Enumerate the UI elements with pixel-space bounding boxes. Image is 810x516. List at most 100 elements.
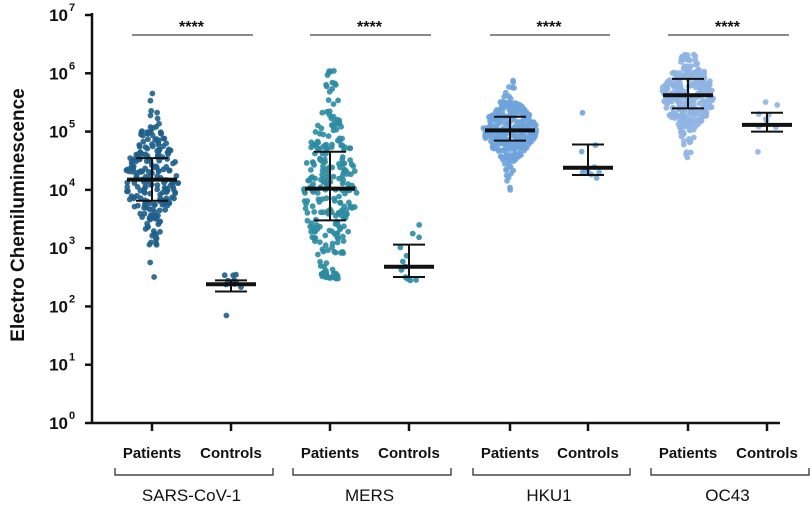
data-point [703,113,710,119]
data-point [154,115,161,122]
data-point [704,82,711,89]
data-point [511,142,518,149]
data-point [670,82,677,88]
data-point [526,113,532,119]
data-point [145,136,151,143]
data-point [317,130,323,137]
data-point [142,165,149,172]
data-point [666,77,673,84]
data-point [137,195,144,202]
data-point [671,70,678,77]
data-point [140,138,147,145]
data-point [138,129,145,136]
data-point [153,241,160,248]
data-point [154,182,161,189]
data-point [315,122,321,129]
data-point [131,180,138,187]
data-point [579,109,586,116]
y-tick-exponent: 3 [69,235,75,247]
data-point [697,85,703,91]
data-point [312,235,319,242]
data-point [147,216,153,222]
data-point [163,164,170,170]
data-point [163,188,170,194]
significance-label: **** [715,19,741,36]
group-label: SARS-CoV-1 [142,486,241,505]
data-point [314,190,321,196]
data-point [160,143,167,150]
y-tick-exponent: 4 [69,177,76,189]
data-point [221,272,228,279]
data-point [496,148,502,155]
data-point [329,244,335,251]
data-point [311,209,318,215]
data-point [351,204,358,210]
data-point [339,172,346,179]
data-point [131,203,138,210]
data-point [334,234,341,241]
data-point [326,227,333,234]
data-point [593,175,600,181]
data-point [507,163,514,170]
data-point [329,86,336,92]
data-point [505,140,512,147]
data-point [155,221,162,228]
data-point [690,101,697,108]
data-point [532,122,539,128]
group-label: MERS [345,486,394,505]
data-point [323,272,330,279]
group-bracket [650,468,810,476]
data-point [675,80,682,87]
data-point [158,130,164,137]
y-tick-label: 10 [49,123,68,142]
data-point [142,144,149,151]
data-point [162,206,169,213]
data-point [302,205,309,212]
data-point [149,90,156,97]
data-point [686,126,693,133]
data-point [330,173,337,180]
data-point [774,102,781,108]
data-point [684,63,691,70]
data-point [335,97,341,104]
x-tick-label: Controls [200,445,262,462]
data-point [304,210,311,216]
data-point [145,223,152,230]
data-point [518,119,525,125]
data-point [687,57,693,64]
data-point [332,274,338,281]
data-point [683,151,689,158]
data-point [135,151,142,158]
data-point [317,258,323,265]
data-point [330,101,337,107]
x-tick-label: Patients [301,445,359,462]
data-point [348,161,355,168]
data-point [694,60,701,67]
data-point [521,147,528,154]
y-tick-label: 10 [49,297,68,316]
data-point [519,132,526,138]
data-point [149,206,156,213]
data-point [755,148,761,155]
data-point [301,198,308,204]
data-point [170,160,176,167]
data-point [325,69,332,76]
data-point [315,251,321,258]
data-point [678,128,685,135]
data-point [340,233,346,240]
data-point [678,133,685,140]
x-tick-label: Patients [481,445,539,462]
data-point [148,239,154,246]
data-point [693,78,699,85]
data-point [494,133,501,140]
data-point [147,200,154,207]
x-axis: Patients Controls Patients Controls Patients… [92,421,798,462]
data-point [160,135,167,142]
data-point [157,191,164,198]
data-point [698,117,705,124]
data-point [318,176,324,183]
x-tick-label: Patients [123,445,181,462]
data-point [322,142,328,149]
data-point [336,161,342,167]
